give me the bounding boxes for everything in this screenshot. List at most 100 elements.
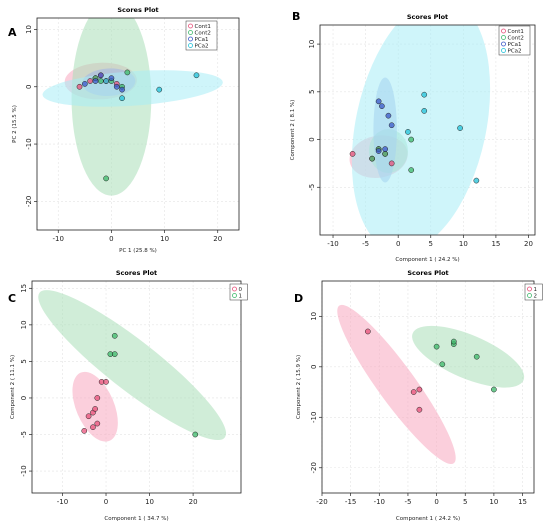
data-point-cont2	[97, 78, 104, 84]
plot-frame	[36, 17, 240, 231]
data-point-cont2	[124, 69, 131, 76]
data-point-2	[450, 338, 457, 345]
chart-title: Scores Plot	[116, 269, 157, 277]
y-tick-label: 0	[308, 137, 316, 141]
data-point-pca2	[193, 72, 200, 79]
axis-ticks: -10 0 10 20 -10 -5 0 5 10 15	[20, 284, 198, 506]
legend: 12	[524, 283, 543, 301]
ellipse-series-2	[412, 325, 525, 388]
x-tick-label: -10	[53, 235, 64, 243]
x-tick-label: 20	[524, 240, 533, 248]
y-tick-label: -20	[25, 196, 33, 207]
data-point-0	[94, 395, 101, 401]
y-axis-label: Component 2 ( 8.1 %)	[290, 100, 296, 161]
data-point-cont1	[76, 83, 83, 90]
data-point-pca1	[382, 146, 389, 152]
legend-marker-cont2	[501, 35, 506, 40]
legend-marker-cont2	[188, 30, 193, 35]
data-point-1	[111, 332, 118, 339]
data-point-0	[92, 406, 98, 412]
y-tick-label: -10	[20, 465, 28, 476]
ellipse-series-pca2	[351, 25, 491, 235]
y-tick-label: 10	[310, 312, 318, 321]
confidence-ellipses	[38, 290, 227, 442]
data-point-2	[433, 343, 440, 350]
data-points	[81, 332, 199, 438]
axis-ticks: -10 -5 0 5 10 15 20 -5 0 5 10	[308, 40, 533, 248]
data-point-pca2	[119, 95, 125, 102]
x-tick-label: -10	[57, 498, 68, 506]
data-point-pca1	[375, 148, 382, 154]
data-points	[364, 328, 497, 413]
y-axis-label: PC 2 (15.5 %)	[12, 105, 18, 143]
y-tick-label: 5	[20, 359, 28, 363]
x-tick-label: 0	[434, 498, 438, 506]
legend-box	[185, 20, 218, 51]
data-point-pca2	[405, 129, 411, 135]
y-tick-label: -10	[310, 412, 318, 423]
y-tick-label: 0	[310, 365, 318, 369]
data-point-cont1	[349, 151, 356, 157]
x-tick-label: 20	[213, 235, 222, 243]
legend-marker-pca1	[501, 41, 506, 47]
data-point-cont2	[408, 136, 415, 143]
axis-ticks: -20 -15 -10 -5 0 5 10 15 -20 -10 0 10	[310, 312, 527, 506]
x-tick-label: 20	[189, 498, 198, 506]
legend-marker-cont1	[188, 23, 193, 29]
data-point-1	[364, 328, 371, 335]
x-tick-label: 10	[459, 240, 468, 248]
data-points	[76, 69, 200, 182]
data-point-0	[90, 424, 96, 431]
legend-label: 1	[239, 294, 243, 300]
legend-label: PCa2	[508, 49, 522, 55]
chart-title: Scores Plot	[117, 6, 158, 14]
data-point-1	[416, 386, 423, 393]
y-tick-label: 0	[20, 396, 28, 400]
data-point-0	[85, 413, 92, 420]
data-point-pca1	[375, 98, 382, 105]
data-point-0	[103, 379, 109, 385]
data-point-pca2	[103, 78, 109, 84]
data-point-pca1	[97, 72, 104, 79]
data-point-1	[111, 351, 118, 357]
legend-label: PCa1	[508, 42, 522, 48]
ellipse-series-1	[337, 304, 456, 465]
confidence-ellipses	[337, 304, 525, 465]
legend-label: 2	[534, 294, 538, 300]
legend-label: 1	[534, 287, 538, 293]
x-axis-label: Component 1 ( 24.2 %)	[396, 516, 460, 522]
x-tick-label: 10	[145, 498, 154, 506]
y-tick-label: -5	[308, 184, 316, 191]
data-point-pca2	[421, 91, 428, 98]
data-point-0	[81, 428, 88, 434]
legend-label: Cont2	[195, 31, 211, 37]
data-point-cont2	[408, 167, 415, 173]
y-tick-label: 10	[20, 320, 28, 329]
legend-label: PCa2	[195, 44, 209, 50]
ellipse-series-cont2	[71, 18, 152, 196]
plot-frame	[319, 24, 536, 236]
x-tick-label: -15	[345, 498, 356, 506]
legend-marker-pca1	[188, 36, 193, 42]
ellipse-series-1	[38, 290, 227, 441]
y-tick-label: 5	[308, 90, 316, 94]
legend-label: Cont1	[508, 29, 524, 35]
data-point-1	[416, 406, 423, 413]
data-point-cont2	[369, 155, 375, 162]
y-tick-label: -20	[310, 462, 318, 473]
legend: 01	[229, 283, 248, 301]
y-tick-label: -5	[20, 431, 28, 438]
y-tick-label: -10	[25, 138, 33, 149]
x-axis-label: Component 1 ( 34.7 %)	[104, 516, 168, 522]
data-points	[349, 91, 480, 184]
x-axis-label: PC 1 (25.8 %)	[119, 248, 157, 254]
plot-frame	[321, 280, 535, 494]
data-point-pca1	[108, 75, 115, 82]
data-point-pca1	[119, 86, 125, 93]
panel-d: D Scores Plot -20 -15 -10 -5 0 5 10 15 -20 -10 0 10 Co…	[294, 269, 543, 522]
data-point-pca2	[457, 125, 463, 131]
data-point-2	[491, 386, 497, 393]
x-tick-label: 5	[429, 240, 433, 248]
legend-marker-1	[232, 293, 237, 298]
